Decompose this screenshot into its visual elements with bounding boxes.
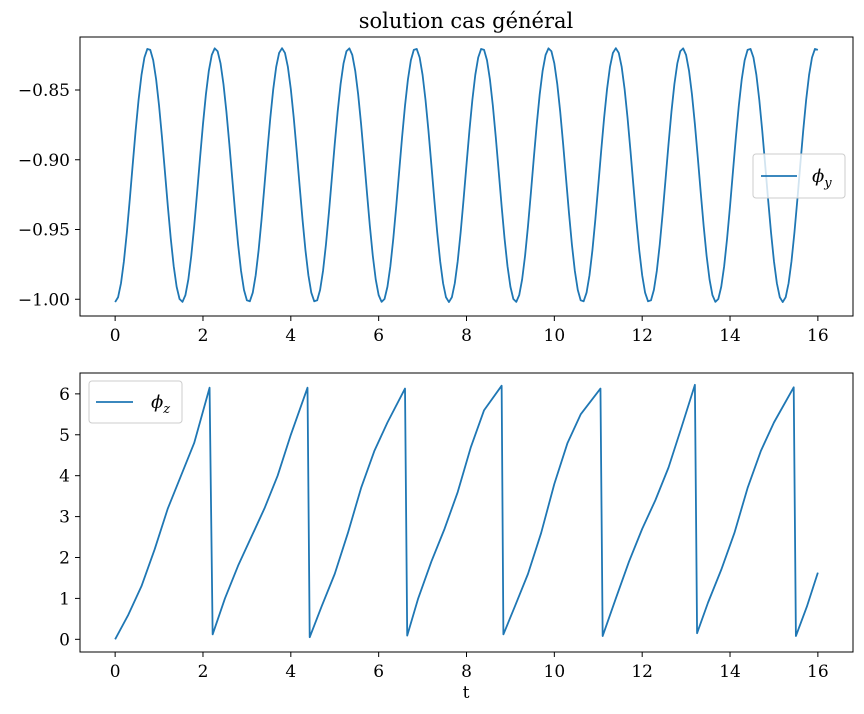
bottom-series-group — [114, 383, 819, 640]
top-series-group — [114, 47, 819, 303]
top-x-ticks: 0 2 4 6 8 10 12 14 16 — [110, 316, 829, 346]
top-axes-frame — [79, 36, 854, 317]
series-line-phi-z — [114, 383, 819, 640]
x-tick-label: 4 — [285, 662, 296, 682]
x-tick-label: 16 — [807, 662, 829, 682]
y-tick-label: −0.85 — [18, 81, 70, 101]
series-line-phi-y — [114, 47, 819, 303]
top-y-ticks: −1.00 −0.95 −0.90 −0.85 — [18, 81, 80, 310]
y-tick-label: 4 — [59, 467, 70, 487]
x-tick-label: 10 — [544, 662, 566, 682]
y-tick-label: 2 — [59, 549, 70, 569]
y-tick-label: 1 — [59, 589, 70, 609]
y-tick-label: 6 — [59, 385, 70, 405]
x-tick-label: 4 — [285, 326, 296, 346]
x-tick-label: 14 — [719, 662, 741, 682]
legend-frame — [752, 153, 846, 199]
x-tick-label: 12 — [631, 326, 653, 346]
y-tick-label: −0.95 — [18, 221, 70, 241]
x-tick-label: 14 — [719, 326, 741, 346]
x-tick-label: 2 — [198, 662, 209, 682]
x-tick-label: 10 — [544, 326, 566, 346]
x-tick-label: 6 — [373, 326, 384, 346]
x-tick-label: 2 — [198, 326, 209, 346]
x-tick-label: 0 — [110, 326, 121, 346]
top-legend: ϕy — [752, 153, 846, 199]
x-tick-label: 0 — [110, 662, 121, 682]
y-tick-label: 3 — [59, 508, 70, 528]
top-axes: solution cas général 0 2 4 6 8 10 12 14 16 −1.00… — [18, 9, 854, 346]
bottom-y-ticks: 0 1 2 3 4 5 6 — [59, 385, 80, 650]
bottom-legend: ϕz — [88, 380, 183, 424]
x-axis-label: t — [463, 683, 470, 703]
x-tick-label: 8 — [461, 662, 472, 682]
y-tick-label: −0.90 — [18, 151, 70, 171]
chart-title: solution cas général — [359, 9, 574, 33]
x-tick-label: 8 — [461, 326, 472, 346]
bottom-axes-frame — [79, 372, 854, 653]
x-tick-label: 16 — [807, 326, 829, 346]
y-tick-label: 5 — [59, 426, 70, 446]
bottom-x-ticks: 0 2 4 6 8 10 12 14 16 — [110, 652, 829, 682]
y-tick-label: −1.00 — [18, 290, 70, 310]
x-tick-label: 12 — [631, 662, 653, 682]
x-tick-label: 6 — [373, 662, 384, 682]
y-tick-label: 0 — [59, 630, 70, 650]
legend-frame — [88, 380, 183, 424]
